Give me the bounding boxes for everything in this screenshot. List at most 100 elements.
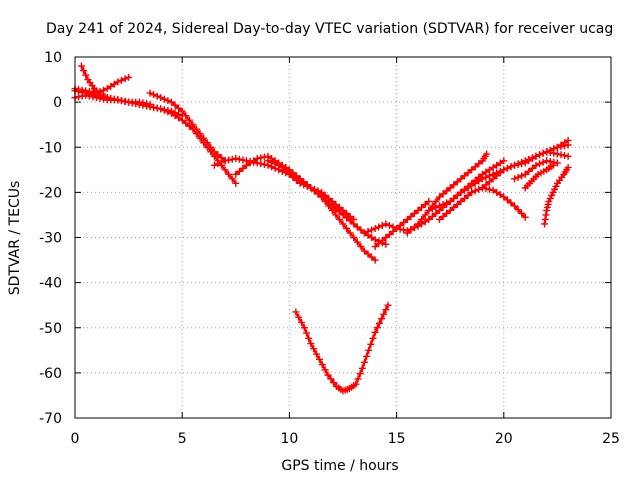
data-point bbox=[432, 197, 440, 205]
data-point bbox=[350, 215, 358, 223]
data-point bbox=[507, 199, 515, 207]
data-point bbox=[185, 122, 193, 130]
data-point bbox=[443, 187, 451, 195]
data-point bbox=[110, 95, 118, 103]
data-point bbox=[343, 224, 351, 232]
series-line bbox=[374, 200, 430, 248]
series-arc-7 bbox=[210, 155, 315, 192]
y-axis-label: SDTVAR / TECUs bbox=[7, 181, 23, 296]
data-point bbox=[486, 166, 494, 174]
data-point bbox=[478, 184, 486, 192]
data-point bbox=[407, 226, 415, 234]
data-point bbox=[382, 234, 390, 241]
data-point bbox=[380, 310, 388, 318]
data-point bbox=[521, 170, 529, 178]
series-line bbox=[266, 159, 387, 246]
data-point bbox=[253, 155, 261, 163]
data-point bbox=[125, 73, 133, 81]
x-tick-label: 20 bbox=[495, 431, 513, 447]
data-point bbox=[335, 215, 343, 223]
data-point bbox=[135, 100, 143, 108]
data-point bbox=[282, 166, 290, 174]
data-point bbox=[232, 155, 240, 163]
data-point bbox=[310, 185, 318, 193]
data-point bbox=[368, 234, 376, 241]
series-line bbox=[481, 150, 570, 189]
data-point bbox=[382, 220, 390, 228]
data-point bbox=[525, 167, 533, 175]
data-point bbox=[77, 62, 85, 70]
data-point bbox=[382, 306, 390, 314]
y-tick-label: -60 bbox=[39, 366, 62, 382]
data-point bbox=[496, 159, 504, 167]
data-point bbox=[178, 116, 186, 124]
data-point bbox=[246, 159, 254, 167]
x-axis-label: GPS time / hours bbox=[281, 458, 398, 474]
data-point bbox=[421, 200, 429, 208]
data-point bbox=[521, 159, 529, 167]
data-point bbox=[117, 76, 125, 84]
data-point bbox=[460, 172, 468, 180]
data-point bbox=[482, 181, 490, 189]
data-point bbox=[275, 161, 283, 169]
data-point bbox=[464, 184, 472, 192]
data-point bbox=[182, 112, 190, 120]
data-point bbox=[475, 177, 483, 185]
data-point bbox=[357, 243, 365, 251]
data-point bbox=[360, 229, 368, 237]
data-point bbox=[142, 102, 150, 110]
data-point bbox=[371, 243, 379, 251]
data-point bbox=[303, 182, 311, 190]
y-tick-label: -70 bbox=[39, 411, 62, 427]
data-point bbox=[360, 247, 368, 255]
data-point bbox=[157, 94, 165, 102]
data-point bbox=[521, 213, 529, 221]
data-point bbox=[564, 164, 572, 172]
data-point bbox=[157, 105, 165, 113]
data-point bbox=[196, 130, 204, 138]
data-point bbox=[221, 166, 229, 174]
data-point bbox=[114, 96, 122, 104]
data-point bbox=[486, 178, 494, 186]
series-layer bbox=[71, 62, 572, 395]
data-point bbox=[164, 108, 172, 116]
data-point bbox=[203, 139, 211, 147]
data-point bbox=[375, 319, 383, 327]
data-point bbox=[167, 109, 175, 117]
series-arc-12 bbox=[371, 197, 433, 251]
data-point bbox=[439, 212, 447, 220]
data-point bbox=[75, 93, 83, 101]
data-point bbox=[471, 163, 479, 171]
data-point bbox=[350, 234, 358, 241]
data-point bbox=[368, 226, 376, 234]
data-point bbox=[457, 175, 465, 183]
data-point bbox=[150, 91, 158, 99]
data-point bbox=[385, 230, 393, 238]
data-point bbox=[121, 97, 129, 105]
data-point bbox=[363, 352, 371, 360]
data-point bbox=[435, 215, 443, 223]
data-point bbox=[356, 370, 364, 378]
data-point bbox=[511, 161, 519, 169]
data-point bbox=[539, 158, 547, 166]
data-point bbox=[500, 193, 508, 201]
y-tick-label: -50 bbox=[39, 321, 62, 337]
data-point bbox=[313, 350, 321, 358]
data-point bbox=[478, 175, 486, 183]
data-point bbox=[285, 170, 293, 178]
data-point bbox=[446, 206, 454, 214]
data-point bbox=[207, 143, 215, 151]
data-point bbox=[410, 209, 418, 217]
data-point bbox=[553, 143, 561, 151]
data-point bbox=[321, 191, 329, 199]
series-arc-19 bbox=[541, 164, 572, 228]
data-point bbox=[468, 188, 476, 196]
data-point bbox=[439, 200, 447, 208]
data-point bbox=[443, 199, 451, 207]
series-arc-13 bbox=[403, 150, 491, 237]
data-point bbox=[371, 256, 379, 264]
data-point bbox=[150, 103, 158, 111]
data-point bbox=[457, 188, 465, 196]
series-arc-6 bbox=[146, 89, 229, 165]
data-point bbox=[393, 224, 401, 232]
